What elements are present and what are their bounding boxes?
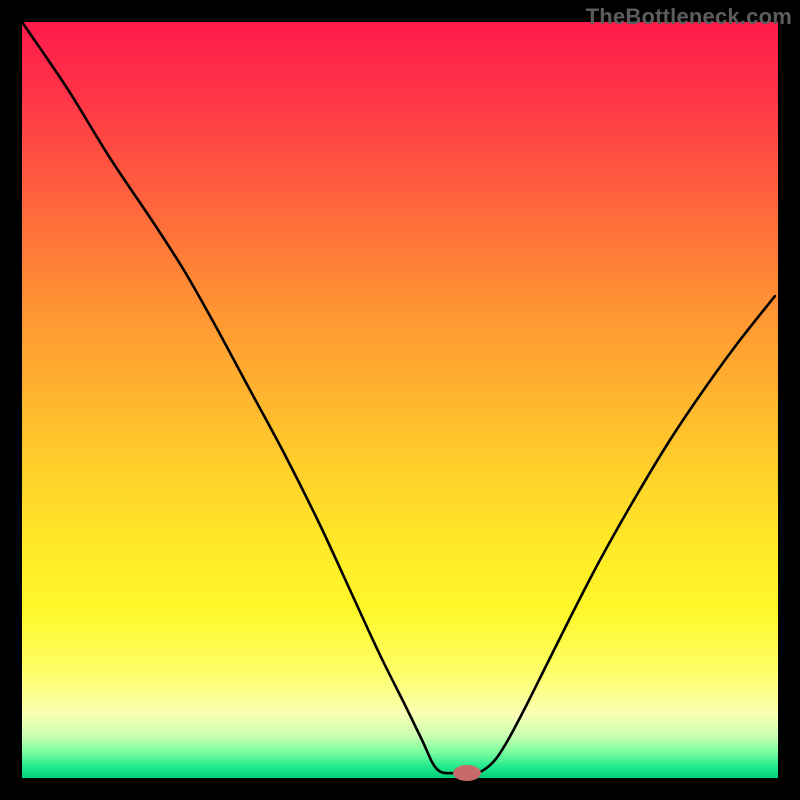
watermark-text: TheBottleneck.com bbox=[586, 4, 792, 30]
plot-area bbox=[22, 22, 778, 778]
sweet-spot-marker bbox=[453, 765, 481, 781]
chart-svg bbox=[0, 0, 800, 800]
bottleneck-chart: TheBottleneck.com bbox=[0, 0, 800, 800]
